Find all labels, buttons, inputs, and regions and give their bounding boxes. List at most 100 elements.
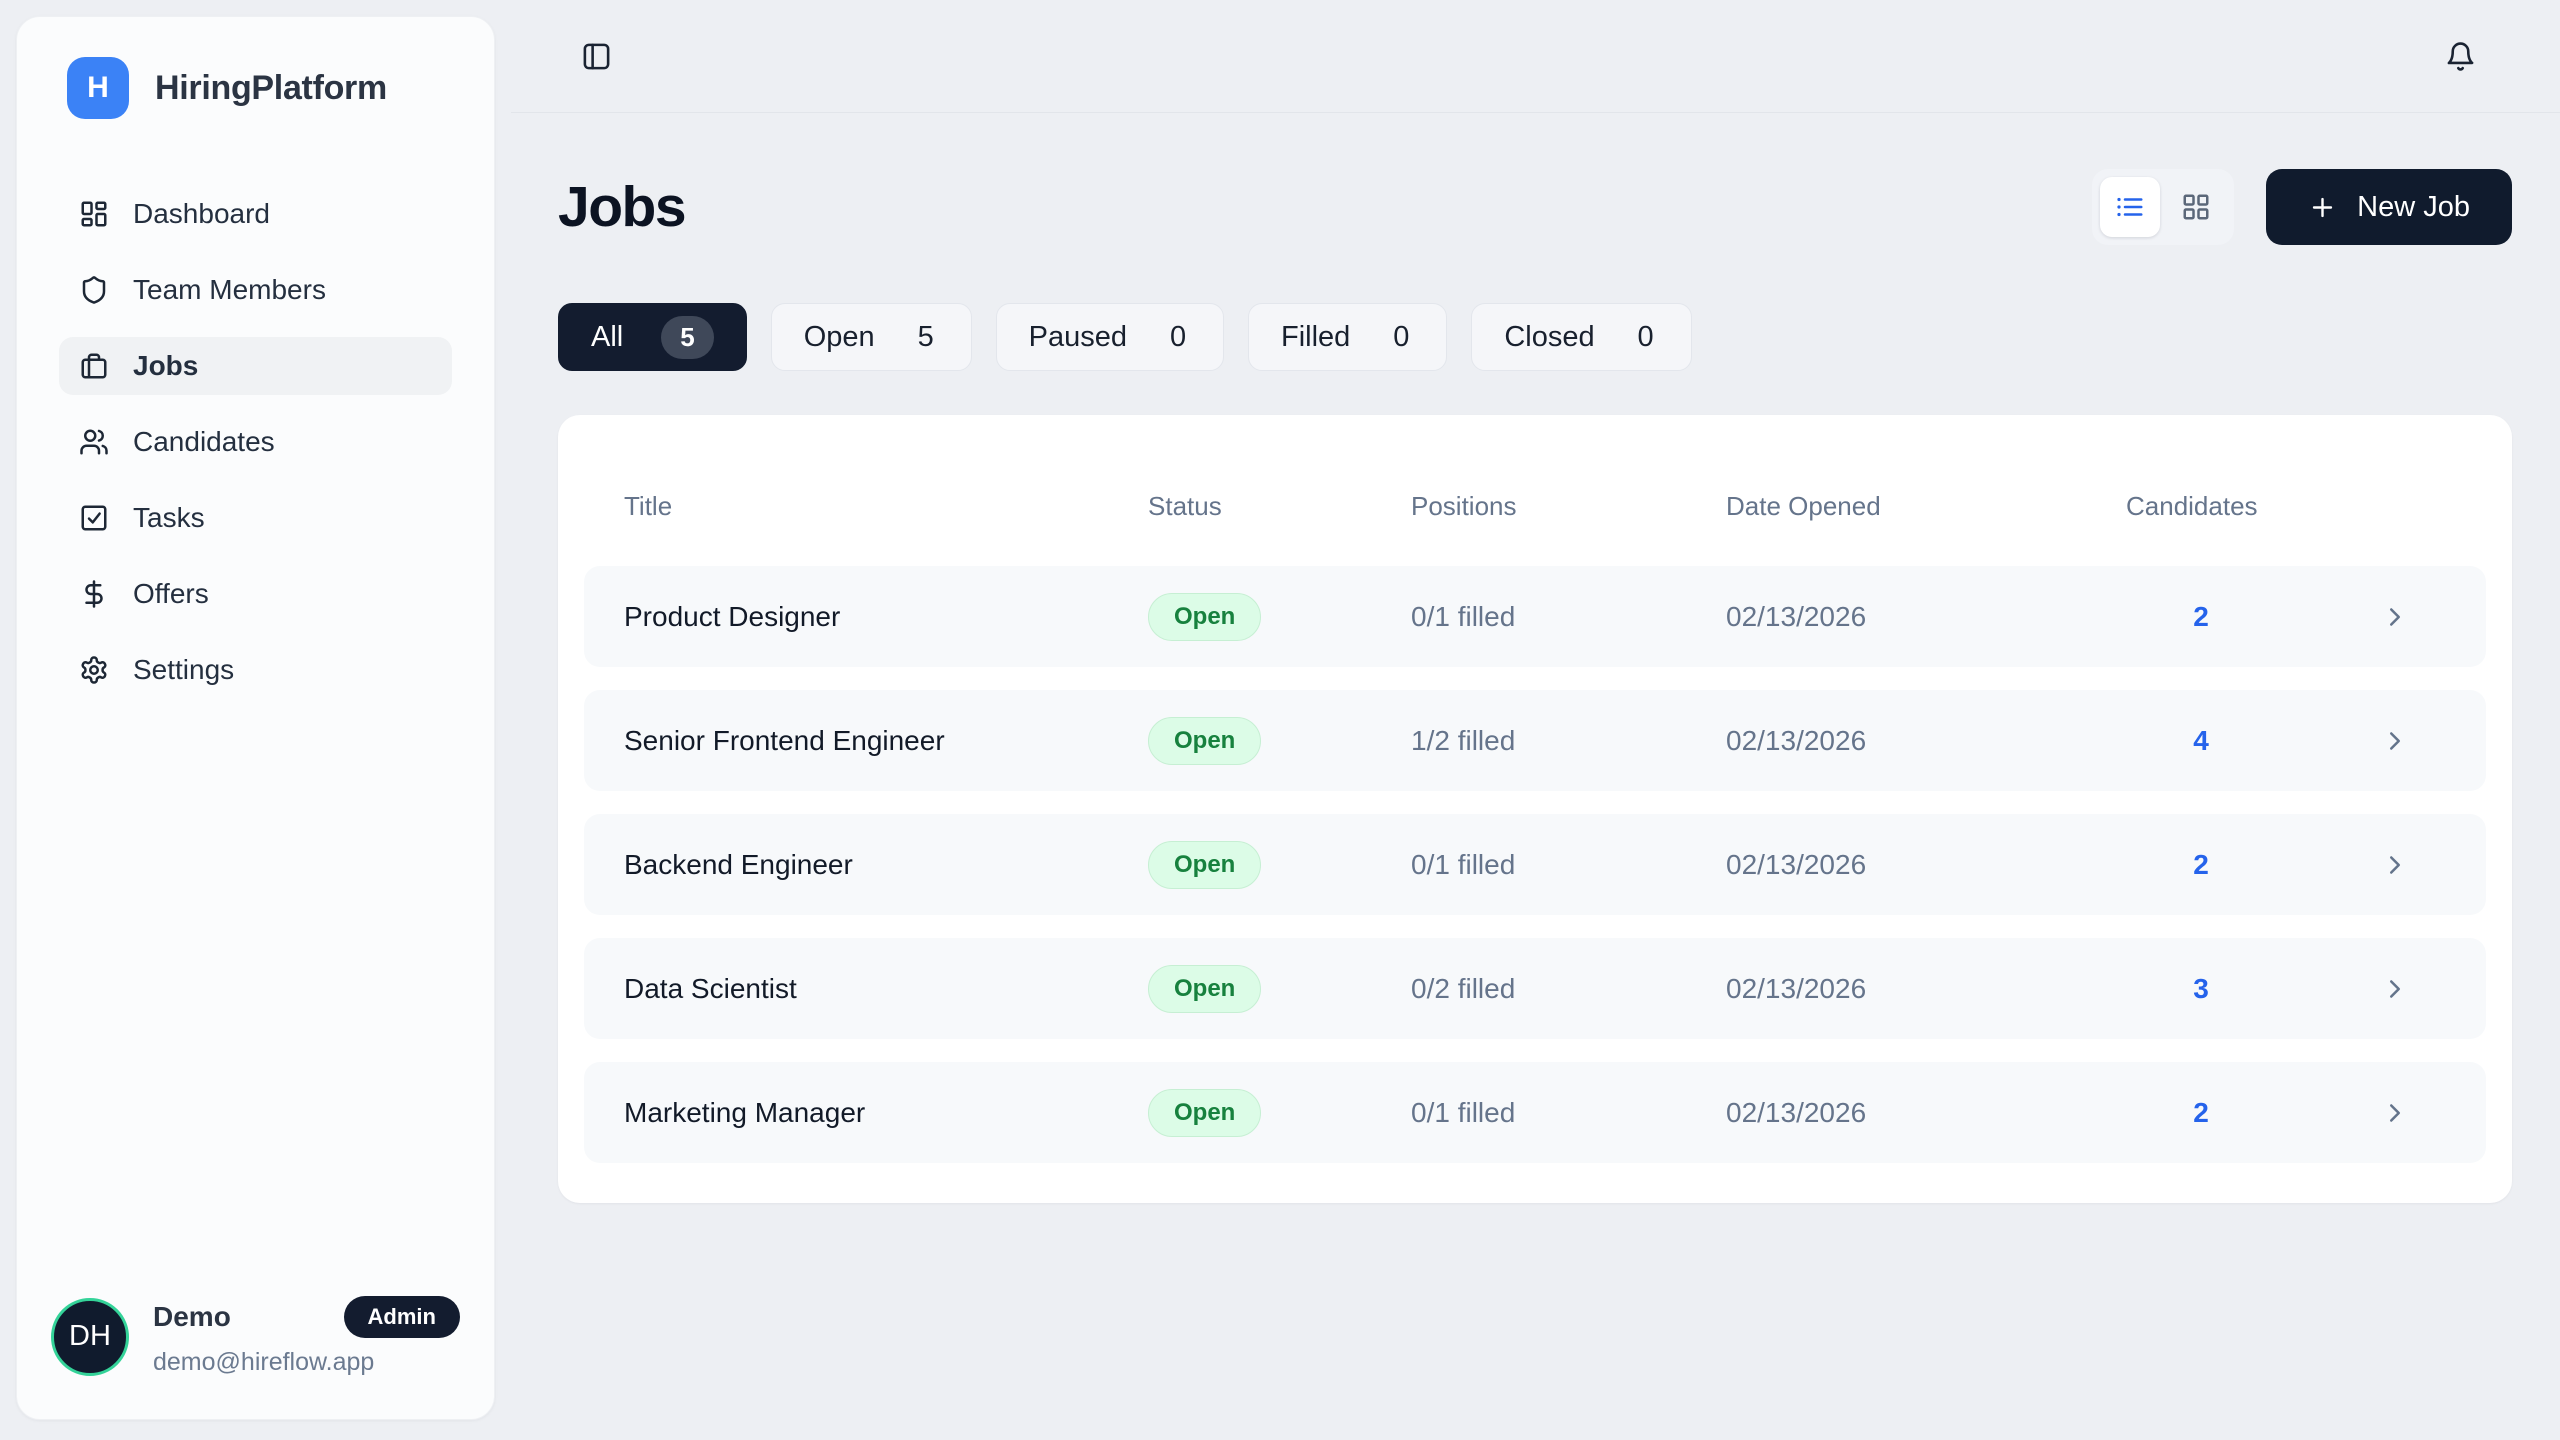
chevron-right-icon [2390,1103,2400,1122]
column-header-title: Title [624,491,673,521]
status-filter-tabs: All 5 Open 5 Paused 0 Filled 0 Closed [558,303,2512,371]
date-opened-cell: 02/13/2026 [1726,1096,1867,1128]
sidebar-item-offers[interactable]: Offers [59,565,452,623]
page-title: Jobs [558,175,687,239]
date-opened-cell: 02/13/2026 [1726,972,1867,1004]
filter-tab-label: Paused [1028,320,1128,353]
user-email: demo@hireflow.app [153,1348,375,1376]
column-header-status: Status [1148,491,1222,521]
user-profile[interactable]: DH Demo Admin demo@hireflow.app [45,1296,466,1377]
filter-tab-label: Closed [1504,320,1595,353]
table-row[interactable]: Data Scientist Open 0/2 filled 02/13/202… [584,938,2486,1039]
job-title-cell: Data Scientist [624,972,797,1004]
filter-tab-count: 0 [1637,320,1654,353]
user-info: Demo Admin demo@hireflow.app [153,1296,460,1377]
sidebar-item-jobs[interactable]: Jobs [59,337,452,395]
job-title-cell: Product Designer [624,600,841,632]
users-icon [80,429,108,455]
app-logo: H HiringPlatform [45,57,466,119]
candidates-count: 4 [2193,724,2209,756]
job-title-cell: Backend Engineer [624,848,853,880]
table-row[interactable]: Marketing Manager Open 0/1 filled 02/13/… [584,1062,2486,1163]
status-badge: Open [1148,716,1262,765]
candidates-count: 2 [2193,600,2209,632]
job-title-cell: Marketing Manager [624,1096,866,1128]
positions-cell: 0/1 filled [1411,600,1516,632]
topbar [511,0,2560,113]
jobs-table-card: Title Status Positions Date Opened Candi… [558,415,2512,1203]
filter-tab-count: 0 [1393,320,1410,353]
positions-cell: 0/1 filled [1411,848,1516,880]
sidebar-item-label: Tasks [133,502,205,533]
candidates-count: 2 [2193,1096,2209,1128]
job-title-cell: Senior Frontend Engineer [624,724,945,756]
logo-letter: H [87,71,109,104]
chevron-right-icon [2390,979,2400,998]
app-name: HiringPlatform [155,68,387,107]
filter-tab-label: All [591,320,624,353]
row-open-button[interactable] [2380,974,2410,1004]
sidebar-item-settings[interactable]: Settings [59,641,452,699]
column-header-positions: Positions [1411,491,1517,521]
filter-tab-filled[interactable]: Filled 0 [1248,303,1448,371]
status-badge: Open [1148,964,1262,1013]
table-row[interactable]: Product Designer Open 0/1 filled 02/13/2… [584,566,2486,667]
notifications-button[interactable] [2439,35,2482,78]
filter-tab-count: 5 [661,315,714,359]
jobs-table-rows: Product Designer Open 0/1 filled 02/13/2… [584,566,2486,1163]
filter-tab-paused[interactable]: Paused 0 [995,303,1225,371]
sidebar-nav: Dashboard Team Members Jobs Candidates T… [45,185,466,699]
sidebar: H HiringPlatform Dashboard Team Members … [16,16,495,1420]
row-open-button[interactable] [2380,602,2410,632]
status-badge: Open [1148,592,1262,641]
column-header-date-opened: Date Opened [1726,491,1881,521]
new-job-label: New Job [2357,190,2470,223]
sidebar-item-label: Offers [133,578,209,609]
briefcase-icon [81,353,107,379]
sidebar-item-candidates[interactable]: Candidates [59,413,452,471]
view-mode-toggle [2092,169,2235,245]
logo-mark: H [67,57,129,119]
grid-view-button[interactable] [2166,177,2226,237]
new-job-button[interactable]: New Job [2266,169,2512,245]
filter-tab-count: 0 [1169,320,1187,353]
positions-cell: 1/2 filled [1411,724,1516,756]
sidebar-item-team-members[interactable]: Team Members [59,261,452,319]
grid-icon [2183,194,2209,220]
candidates-count: 3 [2193,972,2209,1004]
sidebar-item-label: Dashboard [133,198,270,229]
filter-tab-closed[interactable]: Closed 0 [1471,303,1692,371]
status-badge: Open [1148,1088,1262,1137]
check-square-icon [81,505,107,531]
sidebar-item-dashboard[interactable]: Dashboard [59,185,452,243]
list-view-button[interactable] [2100,177,2161,237]
role-badge: Admin [343,1296,460,1338]
panel-left-icon [583,43,610,69]
filter-tab-all[interactable]: All 5 [558,303,747,371]
dollar-icon [85,580,103,608]
sidebar-toggle-button[interactable] [575,35,618,78]
positions-cell: 0/1 filled [1411,1096,1516,1128]
table-row[interactable]: Backend Engineer Open 0/1 filled 02/13/2… [584,814,2486,915]
row-open-button[interactable] [2380,1098,2410,1128]
filter-tab-label: Filled [1281,320,1351,353]
sidebar-item-label: Team Members [133,274,326,305]
sidebar-item-tasks[interactable]: Tasks [59,489,452,547]
filter-tab-count: 5 [917,320,934,353]
filter-tab-label: Open [803,320,875,353]
chevron-right-icon [2390,731,2400,750]
column-header-candidates: Candidates [2126,491,2258,521]
user-name: Demo [153,1301,231,1332]
filter-tab-open[interactable]: Open 5 [770,303,972,371]
date-opened-cell: 02/13/2026 [1726,600,1867,632]
bell-icon [2447,41,2474,71]
table-header: Title Status Positions Date Opened Candi… [584,441,2486,566]
chevron-right-icon [2390,855,2400,874]
page-content: Jobs New Job [511,113,2560,1203]
row-open-button[interactable] [2380,726,2410,756]
table-row[interactable]: Senior Frontend Engineer Open 1/2 filled… [584,690,2486,791]
row-open-button[interactable] [2380,850,2410,880]
main-area: Jobs New Job [511,0,2560,1440]
date-opened-cell: 02/13/2026 [1726,848,1867,880]
list-icon [2117,197,2143,217]
